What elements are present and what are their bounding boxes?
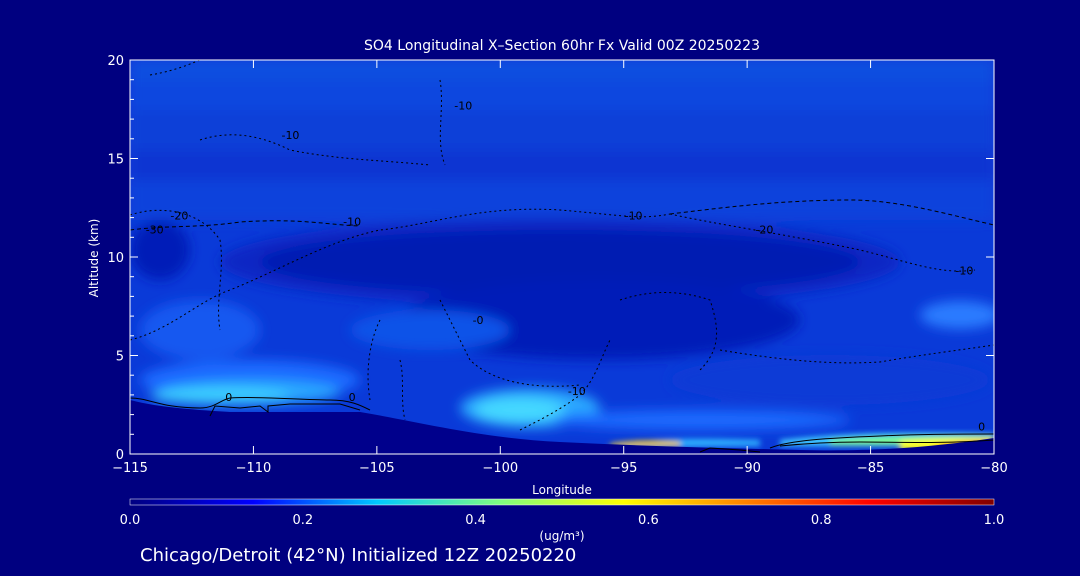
colorbar: [129, 498, 995, 506]
x-tick-label: −85: [857, 461, 884, 476]
contour-label: -10: [454, 99, 472, 112]
y-tick-label: 15: [107, 153, 124, 168]
contour-label: -20: [170, 210, 188, 223]
x-tick-label: −110: [236, 461, 272, 476]
contour-label: -20: [755, 223, 773, 236]
colorbar-tick-label: 0.8: [811, 513, 832, 528]
colorbar-tick-label: 0.4: [465, 513, 486, 528]
colorbar-tick-label: 0.2: [292, 513, 313, 528]
x-tick-label: −80: [980, 461, 1007, 476]
y-axis: 0 5 10 15 20: [107, 54, 994, 463]
contour-label: -0: [473, 314, 484, 327]
colorbar-unit-label: (ug/m³): [539, 529, 584, 543]
contour-lines: [130, 60, 994, 453]
x-axis-label: Longitude: [532, 483, 592, 497]
contour-label: -10: [568, 385, 586, 398]
colorbar-tick-label: 1.0: [984, 513, 1005, 528]
contour-label: -10: [343, 215, 361, 228]
y-tick-label: 10: [107, 251, 124, 266]
heatmap-field: [130, 60, 994, 454]
y-tick-label: 5: [116, 350, 124, 365]
y-tick-label: 20: [107, 54, 124, 69]
colorbar-tick-label: 0.6: [638, 513, 659, 528]
y-tick-label: 0: [116, 448, 124, 463]
colorbar-tick-label: 0.0: [120, 513, 141, 528]
chart-title: SO4 Longitudinal X–Section 60hr Fx Valid…: [364, 38, 760, 54]
contour-label: -30: [146, 223, 164, 236]
contour-label: 0: [349, 391, 356, 404]
x-tick-label: −90: [733, 461, 760, 476]
terrain: [130, 400, 994, 454]
x-axis: −115 −110 −105 −100 −95 −90 −85 −80: [112, 60, 1008, 476]
x-tick-label: −100: [482, 461, 518, 476]
contour-label: -10: [625, 210, 643, 223]
y-axis-label: Altitude (km): [87, 219, 101, 298]
contour-labels: -10 -20 -30 -10 -10 -10 -20 -10 -0 0 0 -10 0: [146, 99, 985, 433]
colorbar-ticks: 0.0 0.2 0.4 0.6 0.8 1.0: [120, 513, 1005, 528]
x-tick-label: −105: [359, 461, 395, 476]
contour-label: 0: [978, 420, 985, 433]
footer-caption: Chicago/Detroit (42°N) Initialized 12Z 2…: [140, 545, 576, 566]
contour-label: -10: [955, 265, 973, 278]
contour-label: -10: [281, 129, 299, 142]
x-tick-label: −115: [112, 461, 148, 476]
x-tick-label: −95: [610, 461, 637, 476]
contour-label: 0: [225, 391, 232, 404]
